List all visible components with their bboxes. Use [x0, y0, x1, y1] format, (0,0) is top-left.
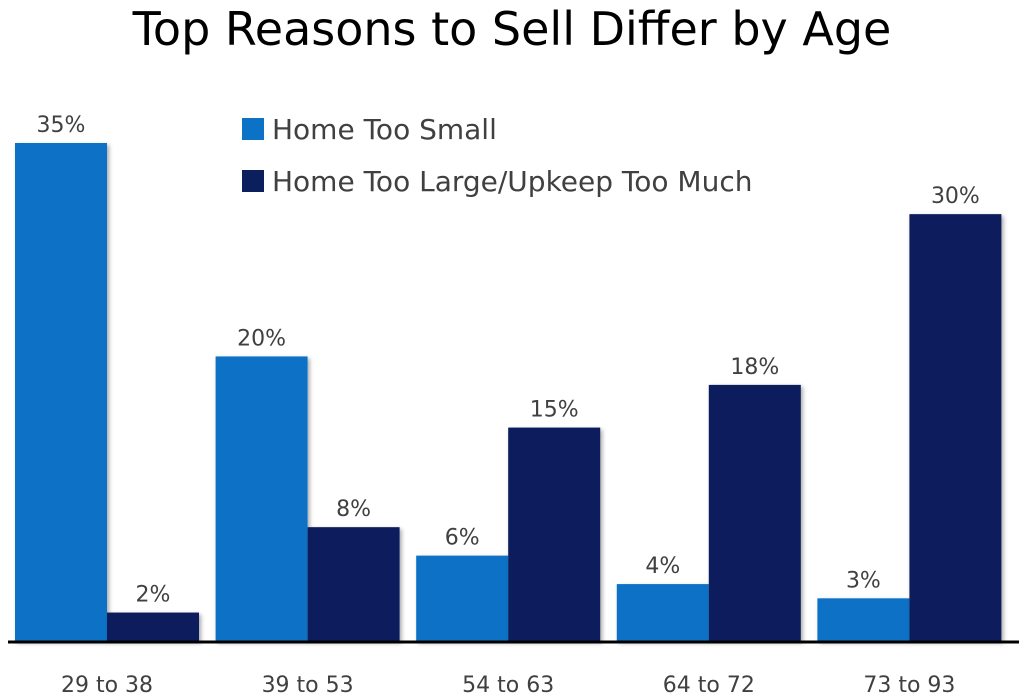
bar-home-too-large-4: [708, 384, 801, 641]
x-tick-label: 54 to 63: [462, 673, 554, 698]
data-label: 8%: [336, 497, 371, 522]
bars-group: [15, 143, 1002, 641]
legend: Home Too Small Home Too Large/Upkeep Too …: [242, 113, 752, 198]
data-label: 18%: [730, 355, 779, 380]
data-labels-group: 35% 2% 20% 8% 6% 15% 4% 18% 3% 30%: [37, 113, 980, 608]
data-label: 4%: [645, 554, 680, 579]
bar-home-too-small-2: [215, 356, 308, 641]
bar-home-too-large-2: [307, 527, 400, 641]
x-tick-label: 73 to 93: [863, 673, 955, 698]
bar-home-too-small-1: [15, 143, 107, 641]
bar-home-too-large-1: [107, 612, 199, 641]
legend-label: Home Too Large/Upkeep Too Much: [272, 165, 752, 198]
data-label: 30%: [931, 184, 980, 209]
bar-home-too-small-5: [817, 598, 910, 641]
bar-home-too-small-4: [616, 584, 709, 641]
legend-label: Home Too Small: [272, 113, 497, 146]
x-tick-label: 29 to 38: [61, 673, 153, 698]
data-label: 35%: [37, 113, 86, 138]
bar-home-too-large-3: [508, 427, 601, 641]
legend-swatch: [242, 118, 264, 140]
x-tick-labels-group: 29 to 38 39 to 53 54 to 63 64 to 72 73 to 93: [61, 673, 955, 698]
legend-swatch: [242, 170, 264, 192]
data-label: 6%: [445, 526, 480, 551]
chart-title: Top Reasons to Sell Differ by Age: [132, 2, 892, 56]
bar-home-too-small-3: [416, 555, 509, 641]
x-tick-label: 64 to 72: [663, 673, 755, 698]
data-label: 15%: [530, 398, 579, 423]
data-label: 3%: [846, 568, 881, 593]
data-label: 2%: [136, 583, 171, 608]
data-label: 20%: [237, 326, 286, 351]
x-tick-label: 39 to 53: [262, 673, 354, 698]
bar-home-too-large-5: [909, 214, 1002, 641]
